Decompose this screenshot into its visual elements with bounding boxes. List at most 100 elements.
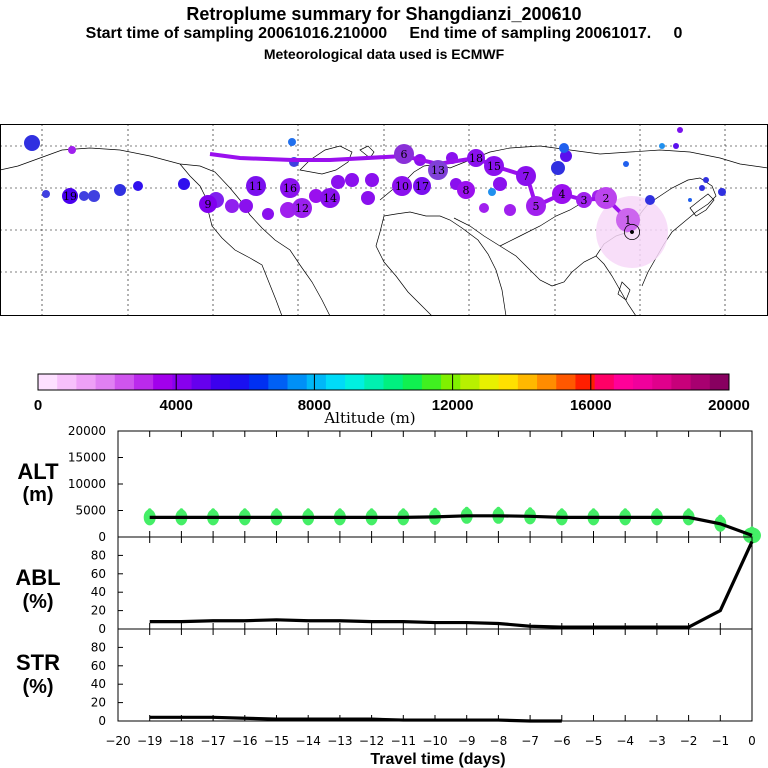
plume-dot — [688, 198, 692, 202]
x-tick-label: −18 — [169, 734, 194, 748]
trajectory-day-marker — [595, 187, 617, 209]
trajectory-day-marker — [467, 149, 485, 167]
plume-dot — [645, 195, 655, 205]
trajectory-day-label: 12 — [295, 202, 309, 215]
altitude-spread-marker — [306, 508, 311, 513]
abl-y-tick-label: 40 — [91, 585, 106, 599]
abl-y-tick-label: 60 — [91, 567, 106, 581]
plume-dot — [673, 143, 679, 149]
str-y-tick-label: 60 — [91, 659, 106, 673]
colorbar-swatch — [249, 374, 269, 390]
colorbar-label: Altitude (m) — [323, 409, 415, 427]
trajectory-day-marker — [526, 196, 546, 216]
x-tick-label: −1 — [711, 734, 729, 748]
alt-y-tick-label: 15000 — [68, 451, 106, 465]
plume-dot — [488, 188, 496, 196]
colorbar-swatch — [402, 374, 423, 390]
plume-dot — [239, 199, 253, 213]
str-panel-frame — [117, 628, 753, 722]
plume-dot — [88, 190, 100, 202]
colorbar-swatch — [671, 374, 692, 390]
plume-dot — [345, 173, 359, 187]
altitude-spread-marker — [559, 508, 564, 513]
trajectory-day-label: 14 — [323, 192, 337, 205]
altitude-spread-marker — [496, 506, 501, 512]
colorbar-swatch — [76, 374, 96, 390]
colorbar-swatch — [690, 374, 711, 390]
altitude-spread-marker — [527, 507, 533, 512]
colorbar-swatch — [191, 374, 212, 390]
x-tick-label: −5 — [585, 734, 603, 748]
trajectory-day-label: 16 — [283, 182, 297, 195]
trajectory-day-label: 17 — [415, 180, 429, 193]
plume-dot — [225, 199, 239, 213]
alt-y-tick-label: 5000 — [75, 504, 106, 518]
alt-panel-name: ALT — [17, 459, 59, 484]
trajectory-day-label: 3 — [581, 194, 588, 207]
x-tick-label: −12 — [359, 734, 384, 748]
chart-subtitle: Start time of sampling 20061016.210000 E… — [85, 25, 683, 42]
plume-dot — [623, 161, 629, 167]
colorbar-swatch — [383, 374, 404, 390]
x-tick-label: −9 — [458, 734, 476, 748]
trajectory-day-marker — [320, 188, 340, 208]
abl-series-line — [149, 540, 754, 629]
plume-dot — [659, 143, 665, 149]
colorbar-swatch — [652, 374, 672, 390]
plume-dot — [560, 150, 572, 162]
trajectory-day-marker — [576, 192, 592, 208]
source-marker: ☉ — [622, 221, 642, 246]
trajectory-day-marker — [428, 160, 448, 180]
trajectory-day-marker — [394, 144, 414, 164]
trajectory-day-label: 9 — [205, 198, 212, 211]
x-tick-label: −6 — [553, 734, 571, 748]
altitude-spread-marker — [749, 526, 755, 531]
altitude-spread-marker — [654, 508, 660, 513]
altitude-spread-marker — [591, 508, 596, 513]
colorbar-swatch — [172, 374, 192, 390]
plume-dot — [699, 185, 705, 191]
colorbar-swatch — [633, 374, 653, 390]
x-tick-label: −8 — [490, 734, 508, 748]
trajectory-day-marker — [484, 156, 504, 176]
trajectory-day-label: 15 — [487, 160, 501, 173]
altitude-spread-marker — [337, 508, 343, 513]
plume-dot — [551, 161, 565, 175]
colorbar-swatch — [268, 374, 288, 390]
colorbar-swatch — [594, 374, 615, 390]
colorbar-swatch — [325, 374, 346, 390]
abl-panel-unit: (%) — [22, 591, 53, 613]
trajectory-day-label: 18 — [469, 152, 483, 165]
plume-dot — [365, 173, 379, 187]
colorbar-swatch — [345, 374, 365, 390]
colorbar-swatch — [479, 374, 500, 390]
colorbar-swatch — [613, 374, 634, 390]
colorbar-swatch — [498, 374, 519, 390]
trajectory-day-marker — [199, 195, 217, 213]
trajectory-day-label: 11 — [249, 180, 263, 193]
colorbar-swatch — [537, 374, 557, 390]
trajectory-day-marker — [246, 176, 266, 196]
altitude-spread-marker — [623, 508, 628, 513]
colorbar-swatch — [421, 374, 442, 390]
trajectory-day-marker — [292, 198, 312, 218]
altitude-spread-marker — [210, 508, 216, 513]
plume-dot — [68, 146, 76, 154]
colorbar-tick-label: 12000 — [432, 397, 474, 414]
colorbar-swatch — [306, 374, 327, 390]
str-y-tick-label: 80 — [91, 640, 106, 654]
plume-dot — [79, 191, 89, 201]
time-series-panels: 20000 15000 10000 5000 0 80 60 40 20 0 80 60 40 20 0 −2… — [68, 424, 761, 748]
colorbar-swatch — [364, 374, 384, 390]
altitude-spread-marker — [274, 508, 279, 513]
altitude-spread-marker — [401, 508, 406, 513]
colorbar-tick-label: 4000 — [160, 397, 193, 414]
plume-dot — [262, 208, 274, 220]
plume-dot — [178, 178, 190, 190]
colorbar: 0 4000 8000 12000 16000 20000 — [34, 373, 750, 414]
trajectory-day-label: 1 — [625, 214, 632, 227]
colorbar-tick-label: 16000 — [570, 397, 612, 414]
trajectory-day-label: 19 — [63, 190, 77, 203]
alt-y-tick-label: 10000 — [68, 477, 106, 491]
